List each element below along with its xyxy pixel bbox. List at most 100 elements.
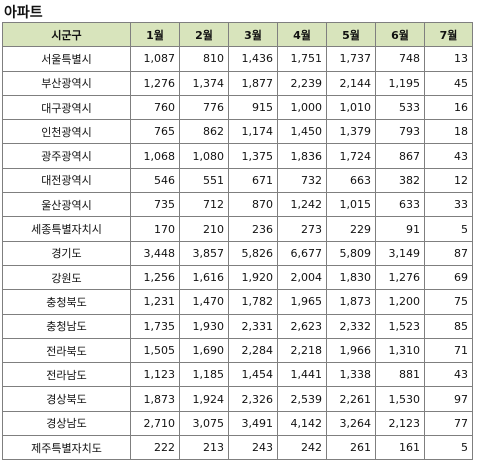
column-header-month: 5월	[326, 21, 376, 48]
table-row: 경상남도 2,710 3,075 3,491 4,142 3,264 2,123 77	[2, 410, 473, 437]
value-cell: 2,284	[228, 337, 278, 364]
value-cell: 1,735	[130, 313, 180, 339]
value-cell: 2,326	[228, 386, 278, 412]
value-cell: 85	[424, 313, 473, 339]
value-cell: 1,010	[326, 94, 376, 121]
table-row: 광주광역시 1,068 1,080 1,375 1,836 1,724 867 43	[2, 143, 473, 169]
value-cell: 5,826	[228, 240, 278, 266]
value-cell: 1,441	[277, 362, 327, 388]
region-cell: 인천광역시	[2, 119, 131, 145]
value-cell: 1,965	[277, 289, 327, 315]
table-row: 제주특별자치도 222 213 243 242 261 161 5	[2, 435, 473, 460]
value-cell: 1,123	[130, 362, 180, 388]
value-cell: 1,924	[179, 386, 229, 412]
column-header-month: 1월	[130, 21, 180, 48]
value-cell: 1,523	[375, 313, 425, 339]
value-cell: 712	[179, 192, 229, 218]
value-cell: 1,015	[326, 192, 376, 218]
value-cell: 735	[130, 192, 180, 218]
table-row: 부산광역시 1,276 1,374 1,877 2,239 2,144 1,195 45	[2, 70, 473, 96]
value-cell: 242	[277, 435, 327, 460]
table-body: 서울특별시 1,087 810 1,436 1,751 1,737 748 13 부산광역시 1,…	[2, 46, 473, 460]
region-cell: 충청남도	[2, 313, 131, 339]
value-cell: 161	[375, 435, 425, 460]
region-cell: 부산광역시	[2, 70, 131, 96]
value-cell: 1,830	[326, 264, 376, 291]
value-cell: 1,185	[179, 362, 229, 388]
value-cell: 870	[228, 192, 278, 218]
value-cell: 3,448	[130, 240, 180, 266]
value-cell: 2,332	[326, 313, 376, 339]
table-row: 서울특별시 1,087 810 1,436 1,751 1,737 748 13	[2, 46, 473, 72]
region-cell: 울산광역시	[2, 192, 131, 218]
value-cell: 748	[375, 46, 425, 72]
region-cell: 충청북도	[2, 289, 131, 315]
value-cell: 2,623	[277, 313, 327, 339]
value-cell: 4,142	[277, 410, 327, 437]
value-cell: 6,677	[277, 240, 327, 266]
value-cell: 1,379	[326, 119, 376, 145]
value-cell: 867	[375, 143, 425, 169]
column-header-month: 7월	[424, 21, 473, 48]
table-row: 울산광역시 735 712 870 1,242 1,015 633 33	[2, 192, 473, 218]
value-cell: 3,857	[179, 240, 229, 266]
column-header-month: 2월	[179, 21, 229, 48]
value-cell: 551	[179, 167, 229, 194]
value-cell: 243	[228, 435, 278, 460]
value-cell: 5	[424, 216, 473, 242]
table-row: 경기도 3,448 3,857 5,826 6,677 5,809 3,149 87	[2, 240, 473, 266]
value-cell: 862	[179, 119, 229, 145]
region-cell: 광주광역시	[2, 143, 131, 169]
table-row: 충청남도 1,735 1,930 2,331 2,623 2,332 1,523 85	[2, 313, 473, 339]
value-cell: 5	[424, 435, 473, 460]
value-cell: 1,174	[228, 119, 278, 145]
region-cell: 강원도	[2, 264, 131, 291]
value-cell: 2,004	[277, 264, 327, 291]
value-cell: 1,375	[228, 143, 278, 169]
value-cell: 1,966	[326, 337, 376, 364]
value-cell: 3,264	[326, 410, 376, 437]
value-cell: 1,751	[277, 46, 327, 72]
value-cell: 776	[179, 94, 229, 121]
region-cell: 경상북도	[2, 386, 131, 412]
value-cell: 2,261	[326, 386, 376, 412]
value-cell: 3,491	[228, 410, 278, 437]
value-cell: 915	[228, 94, 278, 121]
value-cell: 229	[326, 216, 376, 242]
table-row: 충청북도 1,231 1,470 1,782 1,965 1,873 1,200 75	[2, 289, 473, 315]
table-row: 대구광역시 760 776 915 1,000 1,010 533 16	[2, 94, 473, 121]
value-cell: 69	[424, 264, 473, 291]
value-cell: 1,873	[130, 386, 180, 412]
value-cell: 1,256	[130, 264, 180, 291]
value-cell: 793	[375, 119, 425, 145]
value-cell: 91	[375, 216, 425, 242]
value-cell: 273	[277, 216, 327, 242]
value-cell: 732	[277, 167, 327, 194]
column-header-region: 시군구	[2, 21, 131, 48]
value-cell: 760	[130, 94, 180, 121]
value-cell: 213	[179, 435, 229, 460]
value-cell: 210	[179, 216, 229, 242]
table-title: 아파트	[4, 5, 43, 21]
value-cell: 45	[424, 70, 473, 96]
value-cell: 633	[375, 192, 425, 218]
value-cell: 1,068	[130, 143, 180, 169]
value-cell: 1,276	[130, 70, 180, 96]
table-row: 강원도 1,256 1,616 1,920 2,004 1,830 1,276 69	[2, 264, 473, 291]
value-cell: 43	[424, 143, 473, 169]
value-cell: 1,310	[375, 337, 425, 364]
column-header-month: 3월	[228, 21, 278, 48]
value-cell: 97	[424, 386, 473, 412]
value-cell: 12	[424, 167, 473, 194]
value-cell: 2,144	[326, 70, 376, 96]
column-header-month: 4월	[277, 21, 327, 48]
value-cell: 1,195	[375, 70, 425, 96]
value-cell: 18	[424, 119, 473, 145]
region-cell: 전라북도	[2, 337, 131, 364]
value-cell: 765	[130, 119, 180, 145]
value-cell: 1,450	[277, 119, 327, 145]
value-cell: 1,454	[228, 362, 278, 388]
value-cell: 1,782	[228, 289, 278, 315]
value-cell: 533	[375, 94, 425, 121]
region-cell: 서울특별시	[2, 46, 131, 72]
